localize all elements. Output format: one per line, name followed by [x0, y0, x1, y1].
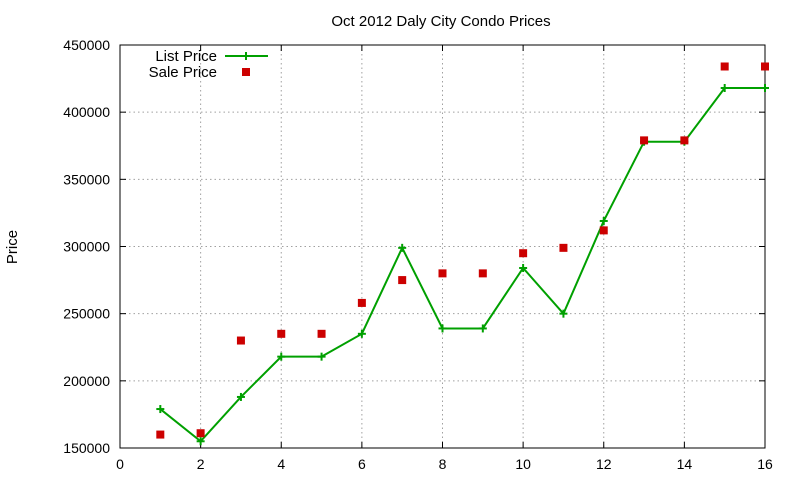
sale-price-point	[317, 329, 326, 338]
y-tick-label: 450000	[63, 37, 110, 53]
list-price-point	[236, 392, 245, 401]
list-price-point	[398, 243, 407, 252]
sale-price-point	[196, 429, 205, 438]
sale-price-point	[640, 136, 649, 145]
sale-price-point	[519, 249, 528, 258]
list-price-point	[761, 83, 769, 92]
y-tick-label: 400000	[63, 104, 110, 120]
sale-price-point	[559, 243, 568, 252]
x-tick-label: 2	[197, 456, 205, 472]
y-axis-label: Price	[4, 230, 21, 264]
list-price-point	[196, 437, 205, 446]
sale-price-point	[156, 430, 165, 439]
list-price-point	[317, 352, 326, 361]
y-tick-label: 150000	[63, 440, 110, 456]
list-price-point	[599, 216, 608, 225]
x-tick-label: 0	[116, 456, 124, 472]
list-price-point	[519, 263, 528, 272]
sale-price-point	[720, 62, 729, 71]
list-price-point	[438, 324, 447, 333]
sale-price-point	[277, 329, 286, 338]
axis-ticks: 0 2 4 6 8 10 12 14 16 150000 200000 250000 300000 350…	[63, 37, 773, 472]
legend-label: Sale Price	[149, 64, 217, 81]
list-price-point	[357, 329, 366, 338]
sale-price-point	[761, 62, 769, 71]
sale-price-point	[438, 269, 447, 278]
series-sale-price	[156, 62, 769, 439]
grid	[120, 45, 765, 448]
x-tick-label: 4	[277, 456, 285, 472]
x-tick-label: 8	[439, 456, 447, 472]
sale-price-point	[599, 226, 608, 235]
legend-label: List Price	[155, 48, 217, 65]
legend-marker	[242, 52, 250, 60]
list-price-line	[159, 86, 765, 443]
y-tick-label: 350000	[63, 171, 110, 187]
chart-title: Oct 2012 Daly City Condo Prices	[331, 13, 550, 30]
x-tick-label: 10	[515, 456, 531, 472]
list-price-point	[720, 83, 729, 92]
sale-price-point	[478, 269, 487, 278]
sale-price-point	[236, 336, 245, 345]
legend-marker	[242, 68, 250, 76]
data-series	[156, 62, 769, 446]
list-price-point	[559, 309, 568, 318]
sale-price-point	[680, 136, 689, 145]
list-price-point	[478, 324, 487, 333]
list-price-point	[156, 405, 165, 414]
y-tick-label: 300000	[63, 239, 110, 255]
x-tick-label: 12	[596, 456, 612, 472]
x-tick-label: 16	[757, 456, 773, 472]
x-tick-label: 6	[358, 456, 366, 472]
y-tick-label: 200000	[63, 373, 110, 389]
y-tick-label: 250000	[63, 306, 110, 322]
list-price-point	[277, 352, 286, 361]
sale-price-point	[398, 276, 407, 285]
x-tick-label: 14	[677, 456, 693, 472]
sale-price-point	[357, 298, 366, 307]
series-list-price	[156, 83, 769, 446]
